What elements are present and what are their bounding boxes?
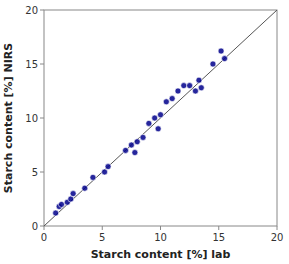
scatter-point bbox=[105, 164, 111, 170]
scatter-point bbox=[152, 115, 158, 121]
scatter-point bbox=[102, 169, 108, 175]
scatter-point bbox=[53, 210, 59, 216]
plot-frame bbox=[44, 10, 277, 226]
reference-line bbox=[44, 10, 277, 226]
y-tick-label: 0 bbox=[32, 221, 38, 232]
points bbox=[53, 48, 228, 216]
scatter-point bbox=[187, 83, 193, 89]
scatter-point bbox=[70, 191, 76, 197]
x-tick bbox=[44, 226, 45, 230]
scatter-point bbox=[140, 134, 146, 140]
chart-container: 0 5 10 15 20 0 5 10 15 20 Starch content [%] lab St… bbox=[0, 0, 289, 264]
scatter-point bbox=[82, 185, 88, 191]
y-tick-label: 20 bbox=[25, 5, 38, 16]
scatter-point bbox=[146, 120, 152, 126]
x-tick-label: 5 bbox=[99, 232, 105, 243]
scatter-point bbox=[128, 142, 134, 148]
x-tick-label: 15 bbox=[212, 232, 225, 243]
y-tick-label: 5 bbox=[32, 167, 38, 178]
scatter-point bbox=[158, 112, 164, 118]
y-tick bbox=[40, 10, 44, 11]
y-axis-label: Starch content [%] NIRS bbox=[2, 43, 15, 193]
x-tick-label: 20 bbox=[271, 232, 284, 243]
x-tick bbox=[160, 226, 161, 230]
scatter-point bbox=[68, 196, 74, 202]
axes: 0 5 10 15 20 0 5 10 15 20 bbox=[25, 5, 283, 244]
x-axis-label: Starch content [%] lab bbox=[91, 248, 231, 261]
scatter-point bbox=[181, 83, 187, 89]
scatter-point bbox=[198, 85, 204, 91]
scatter-point bbox=[218, 48, 224, 54]
x-tick bbox=[102, 226, 103, 230]
scatter-point bbox=[90, 174, 96, 180]
scatter-point bbox=[210, 61, 216, 67]
plot-area bbox=[44, 10, 277, 226]
scatter-point bbox=[155, 126, 161, 132]
scatter-point bbox=[192, 88, 198, 94]
scatter-point bbox=[123, 147, 129, 153]
y-tick bbox=[40, 226, 44, 227]
scatter-point bbox=[222, 56, 228, 62]
scatter-point bbox=[134, 139, 140, 145]
x-tick-label: 10 bbox=[154, 232, 167, 243]
scatter-point bbox=[175, 88, 181, 94]
scatter-point bbox=[163, 99, 169, 105]
y-tick-label: 10 bbox=[25, 113, 38, 124]
x-tick bbox=[218, 226, 219, 230]
y-tick bbox=[40, 64, 44, 65]
x-tick-label: 0 bbox=[41, 232, 47, 243]
scatter-point bbox=[58, 201, 64, 207]
scatter-point bbox=[169, 96, 175, 102]
x-tick bbox=[277, 226, 278, 230]
scatter-point bbox=[196, 77, 202, 83]
chart-svg: 0 5 10 15 20 0 5 10 15 20 Starch content [%] lab St… bbox=[0, 0, 289, 264]
y-tick-label: 15 bbox=[25, 59, 38, 70]
scatter-point bbox=[132, 150, 138, 156]
y-tick bbox=[40, 172, 44, 173]
y-tick bbox=[40, 118, 44, 119]
